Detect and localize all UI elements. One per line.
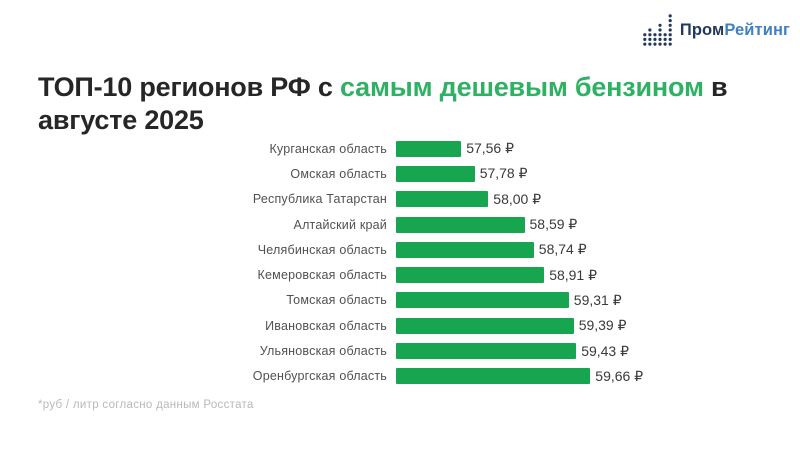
region-label: Оренбургская область [252, 369, 387, 384]
page-title: ТОП-10 регионов РФ с самым дешевым бензи… [38, 71, 778, 137]
price-value: 58,59 ₽ [529, 216, 578, 233]
price-value: 57,78 ₽ [479, 165, 528, 182]
dot-bar-chart-icon [642, 13, 673, 47]
brand-name-secondary: Рейтинг [724, 20, 790, 39]
region-label: Челябинская область [257, 242, 387, 257]
region-label: Томская область [286, 293, 387, 308]
bar-chart: Курганская область 57,56 ₽ Омская область 5… [38, 136, 762, 389]
chart-row: Томская область 59,31 ₽ [38, 288, 762, 313]
brand-logo: ПромРейтинг [642, 13, 790, 47]
chart-row: Кемеровская область 58,91 ₽ [38, 262, 762, 287]
title-highlight: самым дешевым бензином [340, 72, 704, 103]
price-bar [396, 292, 569, 309]
brand-name: ПромРейтинг [680, 21, 790, 40]
region-label: Ульяновская область [259, 344, 387, 359]
price-bar [396, 241, 534, 258]
brand-name-primary: Пром [679, 20, 725, 39]
price-value: 57,56 ₽ [466, 140, 515, 157]
price-bar [396, 191, 489, 208]
chart-row: Челябинская область 58,74 ₽ [38, 237, 762, 262]
price-bar [396, 317, 574, 334]
price-value: 58,74 ₽ [538, 241, 587, 258]
price-bar [396, 165, 475, 182]
chart-row: Республика Татарстан 58,00 ₽ [38, 187, 762, 212]
price-bar [396, 343, 577, 360]
region-label: Республика Татарстан [252, 192, 387, 207]
region-label: Алтайский край [293, 217, 387, 232]
chart-row: Ульяновская область 59,43 ₽ [38, 338, 762, 363]
title-suffix: в августе 2025 [38, 72, 728, 136]
price-bar [396, 216, 525, 233]
price-bar [396, 368, 591, 385]
price-value: 59,31 ₽ [573, 291, 622, 308]
chart-row: Ивановская область 59,39 ₽ [38, 313, 762, 338]
region-label: Курганская область [269, 141, 387, 156]
chart-row: Оренбургская область 59,66 ₽ [38, 364, 762, 389]
price-bar [396, 140, 462, 157]
region-label: Кемеровская область [257, 268, 387, 283]
price-value: 59,39 ₽ [578, 317, 627, 334]
chart-row: Алтайский край 58,59 ₽ [38, 212, 762, 237]
footnote: *руб / литр согласно данным Росстата [38, 399, 254, 411]
region-label: Омская область [290, 166, 387, 181]
chart-row: Курганская область 57,56 ₽ [38, 136, 762, 161]
price-value: 59,43 ₽ [581, 342, 630, 359]
price-value: 58,00 ₽ [493, 190, 542, 207]
price-bar [396, 267, 545, 284]
chart-row: Омская область 57,78 ₽ [38, 161, 762, 186]
region-label: Ивановская область [265, 318, 387, 333]
title-prefix: ТОП-10 регионов РФ с [38, 72, 341, 103]
price-value: 58,91 ₽ [549, 266, 598, 283]
price-value: 59,66 ₽ [595, 367, 644, 384]
